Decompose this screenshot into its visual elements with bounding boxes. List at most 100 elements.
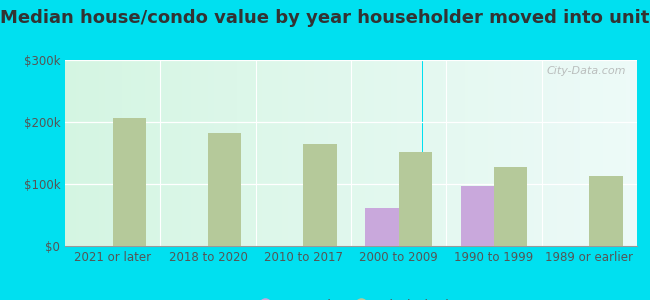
- Bar: [590, 176, 623, 246]
- Bar: [611, 60, 614, 246]
- Bar: [520, 60, 523, 246]
- Bar: [439, 60, 443, 246]
- Bar: [543, 60, 545, 246]
- Bar: [302, 60, 305, 246]
- Bar: [145, 60, 148, 246]
- Bar: [600, 60, 603, 246]
- Bar: [525, 60, 528, 246]
- Bar: [580, 60, 582, 246]
- Bar: [486, 60, 488, 246]
- Bar: [417, 60, 420, 246]
- Bar: [142, 60, 145, 246]
- Bar: [99, 60, 102, 246]
- Bar: [420, 60, 423, 246]
- Bar: [629, 60, 631, 246]
- Bar: [354, 60, 357, 246]
- Bar: [586, 60, 588, 246]
- Bar: [116, 60, 120, 246]
- Bar: [571, 60, 574, 246]
- Bar: [488, 60, 491, 246]
- Bar: [334, 60, 337, 246]
- Bar: [294, 60, 296, 246]
- Bar: [171, 60, 174, 246]
- Bar: [111, 60, 114, 246]
- Bar: [265, 60, 268, 246]
- Bar: [339, 60, 343, 246]
- Bar: [91, 60, 94, 246]
- Bar: [96, 60, 99, 246]
- Bar: [196, 60, 200, 246]
- Bar: [222, 60, 225, 246]
- Bar: [136, 60, 139, 246]
- Bar: [365, 60, 368, 246]
- Bar: [311, 60, 314, 246]
- Bar: [511, 60, 514, 246]
- Bar: [139, 60, 142, 246]
- Bar: [398, 152, 432, 246]
- Bar: [85, 60, 88, 246]
- Bar: [231, 60, 234, 246]
- Bar: [94, 60, 96, 246]
- Bar: [425, 60, 428, 246]
- Bar: [322, 60, 325, 246]
- Bar: [557, 60, 560, 246]
- Bar: [291, 60, 294, 246]
- Bar: [497, 60, 500, 246]
- Bar: [422, 60, 425, 246]
- Bar: [568, 60, 571, 246]
- Bar: [380, 60, 382, 246]
- Bar: [77, 60, 79, 246]
- Bar: [382, 60, 385, 246]
- Bar: [494, 60, 497, 246]
- Bar: [517, 60, 520, 246]
- Bar: [549, 60, 551, 246]
- Bar: [560, 60, 563, 246]
- Bar: [263, 60, 265, 246]
- Bar: [457, 60, 460, 246]
- Bar: [500, 60, 502, 246]
- Legend: McCool, Mississippi: McCool, Mississippi: [247, 293, 455, 300]
- Bar: [285, 60, 288, 246]
- Bar: [328, 60, 331, 246]
- Bar: [359, 60, 363, 246]
- Bar: [534, 60, 537, 246]
- Bar: [463, 60, 465, 246]
- Bar: [234, 60, 237, 246]
- Bar: [523, 60, 525, 246]
- Bar: [574, 60, 577, 246]
- Bar: [200, 60, 202, 246]
- Bar: [120, 60, 122, 246]
- Bar: [274, 60, 277, 246]
- Bar: [82, 60, 85, 246]
- Bar: [179, 60, 182, 246]
- Bar: [214, 60, 216, 246]
- Bar: [220, 60, 222, 246]
- Bar: [597, 60, 600, 246]
- Bar: [251, 60, 254, 246]
- Bar: [368, 60, 371, 246]
- Bar: [385, 60, 388, 246]
- Bar: [465, 60, 468, 246]
- Bar: [448, 60, 451, 246]
- Bar: [308, 60, 311, 246]
- Bar: [394, 60, 396, 246]
- Bar: [506, 60, 508, 246]
- Bar: [471, 60, 474, 246]
- Bar: [296, 60, 300, 246]
- Bar: [304, 144, 337, 246]
- Bar: [254, 60, 257, 246]
- Bar: [211, 60, 214, 246]
- Bar: [68, 60, 71, 246]
- Bar: [608, 60, 611, 246]
- Bar: [205, 60, 208, 246]
- Bar: [634, 60, 637, 246]
- Bar: [540, 60, 543, 246]
- Text: City-Data.com: City-Data.com: [546, 66, 625, 76]
- Bar: [396, 60, 400, 246]
- Bar: [191, 60, 194, 246]
- Bar: [300, 60, 302, 246]
- Bar: [431, 60, 434, 246]
- Bar: [625, 60, 629, 246]
- Bar: [491, 60, 494, 246]
- Bar: [451, 60, 454, 246]
